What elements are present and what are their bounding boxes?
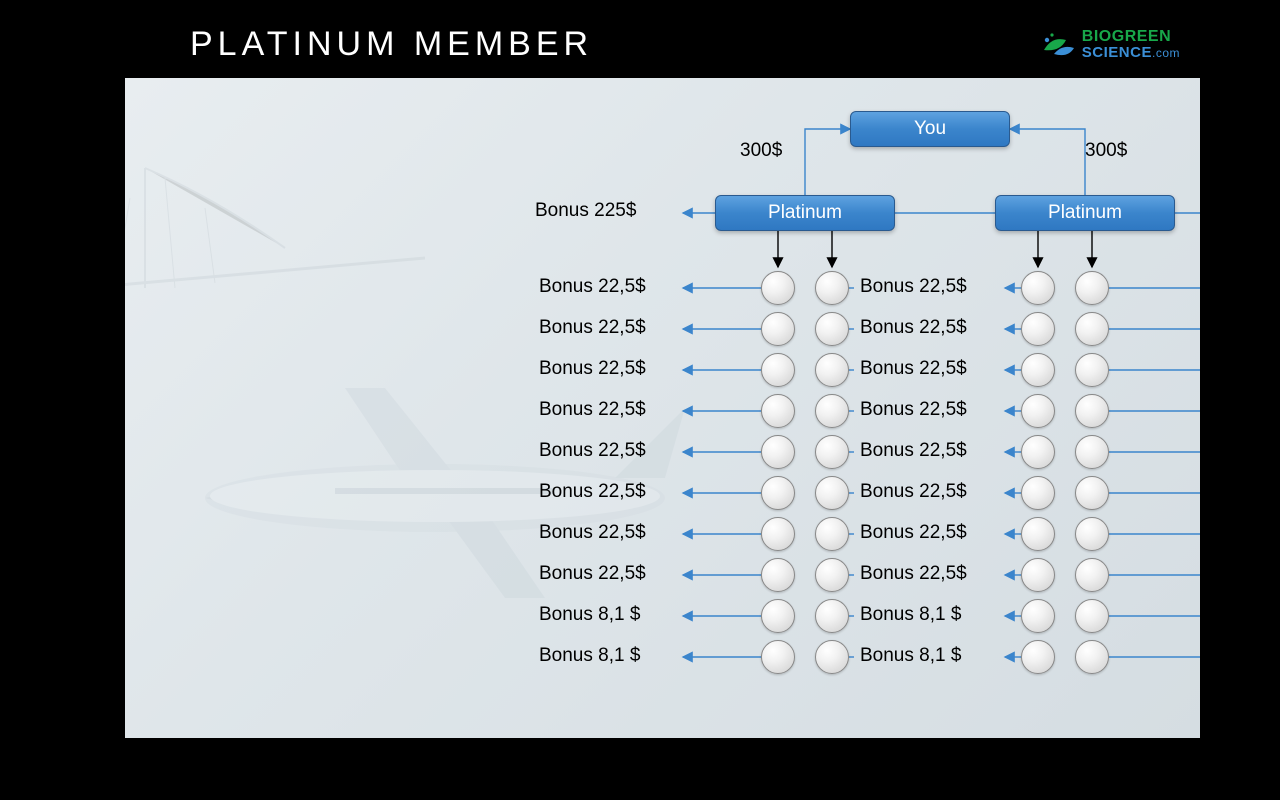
logo-line2: SCIENCE.com bbox=[1082, 45, 1180, 60]
downline-circle bbox=[815, 394, 849, 428]
page-title: PLATINUM MEMBER bbox=[190, 25, 593, 64]
bonus-mid-label: Bonus 22,5$ bbox=[860, 563, 967, 585]
platinum-right-node: Platinum bbox=[995, 195, 1175, 231]
downline-circle bbox=[1075, 312, 1109, 346]
downline-circle bbox=[1021, 517, 1055, 551]
downline-circle bbox=[761, 517, 795, 551]
downline-circle bbox=[1075, 517, 1109, 551]
bonus-left-label: Bonus 22,5$ bbox=[539, 481, 646, 503]
bonus-left-label: Bonus 8,1 $ bbox=[539, 645, 640, 667]
downline-circle bbox=[761, 558, 795, 592]
downline-circle bbox=[1075, 394, 1109, 428]
downline-circle bbox=[761, 353, 795, 387]
logo-line1: BIOGREEN bbox=[1082, 29, 1180, 45]
bonus-mid-label: Bonus 22,5$ bbox=[860, 522, 967, 544]
downline-circle bbox=[761, 271, 795, 305]
downline-circle bbox=[1021, 312, 1055, 346]
downline-circle bbox=[815, 271, 849, 305]
downline-circle bbox=[1075, 476, 1109, 510]
downline-circle bbox=[1021, 353, 1055, 387]
bonus-mid-label: Bonus 8,1 $ bbox=[860, 604, 961, 626]
bonus-left-label: Bonus 22,5$ bbox=[539, 399, 646, 421]
downline-circle bbox=[1021, 271, 1055, 305]
downline-circle bbox=[815, 517, 849, 551]
downline-circle bbox=[815, 435, 849, 469]
downline-circle bbox=[815, 312, 849, 346]
downline-circle bbox=[761, 476, 795, 510]
downline-circle bbox=[1021, 476, 1055, 510]
bonus-mid-label: Bonus 22,5$ bbox=[860, 317, 967, 339]
bonus-left-label: Bonus 22,5$ bbox=[539, 440, 646, 462]
downline-circle bbox=[1021, 599, 1055, 633]
downline-circle bbox=[815, 599, 849, 633]
bonus-mid-label: Bonus 22,5$ bbox=[860, 276, 967, 298]
downline-circle bbox=[761, 640, 795, 674]
bonus-mid-label: Bonus 22,5$ bbox=[860, 481, 967, 503]
downline-circle bbox=[761, 435, 795, 469]
bonus-left-label: Bonus 22,5$ bbox=[539, 276, 646, 298]
bonus-left-label: Bonus 22,5$ bbox=[539, 317, 646, 339]
bonus-left-label: Bonus 8,1 $ bbox=[539, 604, 640, 626]
leaf-icon bbox=[1040, 30, 1076, 60]
bonus-left-label: Bonus 22,5$ bbox=[539, 563, 646, 585]
downline-circle bbox=[1021, 435, 1055, 469]
downline-circle bbox=[1075, 640, 1109, 674]
bridge-decoration bbox=[125, 138, 425, 318]
platinum-left-node: Platinum bbox=[715, 195, 895, 231]
downline-circle bbox=[815, 353, 849, 387]
downline-circle bbox=[761, 599, 795, 633]
downline-circle bbox=[1075, 599, 1109, 633]
cost-right-label: 300$ bbox=[1085, 140, 1127, 162]
downline-circle bbox=[815, 476, 849, 510]
cost-left-label: 300$ bbox=[740, 140, 782, 162]
downline-circle bbox=[761, 312, 795, 346]
downline-circle bbox=[1075, 558, 1109, 592]
downline-circle bbox=[1021, 558, 1055, 592]
downline-circle bbox=[815, 558, 849, 592]
bonus-mid-label: Bonus 8,1 $ bbox=[860, 645, 961, 667]
downline-circle bbox=[1021, 394, 1055, 428]
downline-circle bbox=[1075, 353, 1109, 387]
downline-circle bbox=[815, 640, 849, 674]
you-node: You bbox=[850, 111, 1010, 147]
bonus-mid-label: Bonus 22,5$ bbox=[860, 358, 967, 380]
bonus-top-label: Bonus 225$ bbox=[535, 200, 636, 222]
downline-circle bbox=[1075, 271, 1109, 305]
bonus-left-label: Bonus 22,5$ bbox=[539, 522, 646, 544]
bonus-left-label: Bonus 22,5$ bbox=[539, 358, 646, 380]
bonus-mid-label: Bonus 22,5$ bbox=[860, 399, 967, 421]
brand-logo: BIOGREEN SCIENCE.com bbox=[1040, 29, 1180, 60]
downline-circle bbox=[1021, 640, 1055, 674]
downline-circle bbox=[761, 394, 795, 428]
diagram-canvas: You Platinum Platinum 300$ 300$ Bonus 225$ Bon… bbox=[125, 78, 1200, 738]
downline-circle bbox=[1075, 435, 1109, 469]
bonus-mid-label: Bonus 22,5$ bbox=[860, 440, 967, 462]
